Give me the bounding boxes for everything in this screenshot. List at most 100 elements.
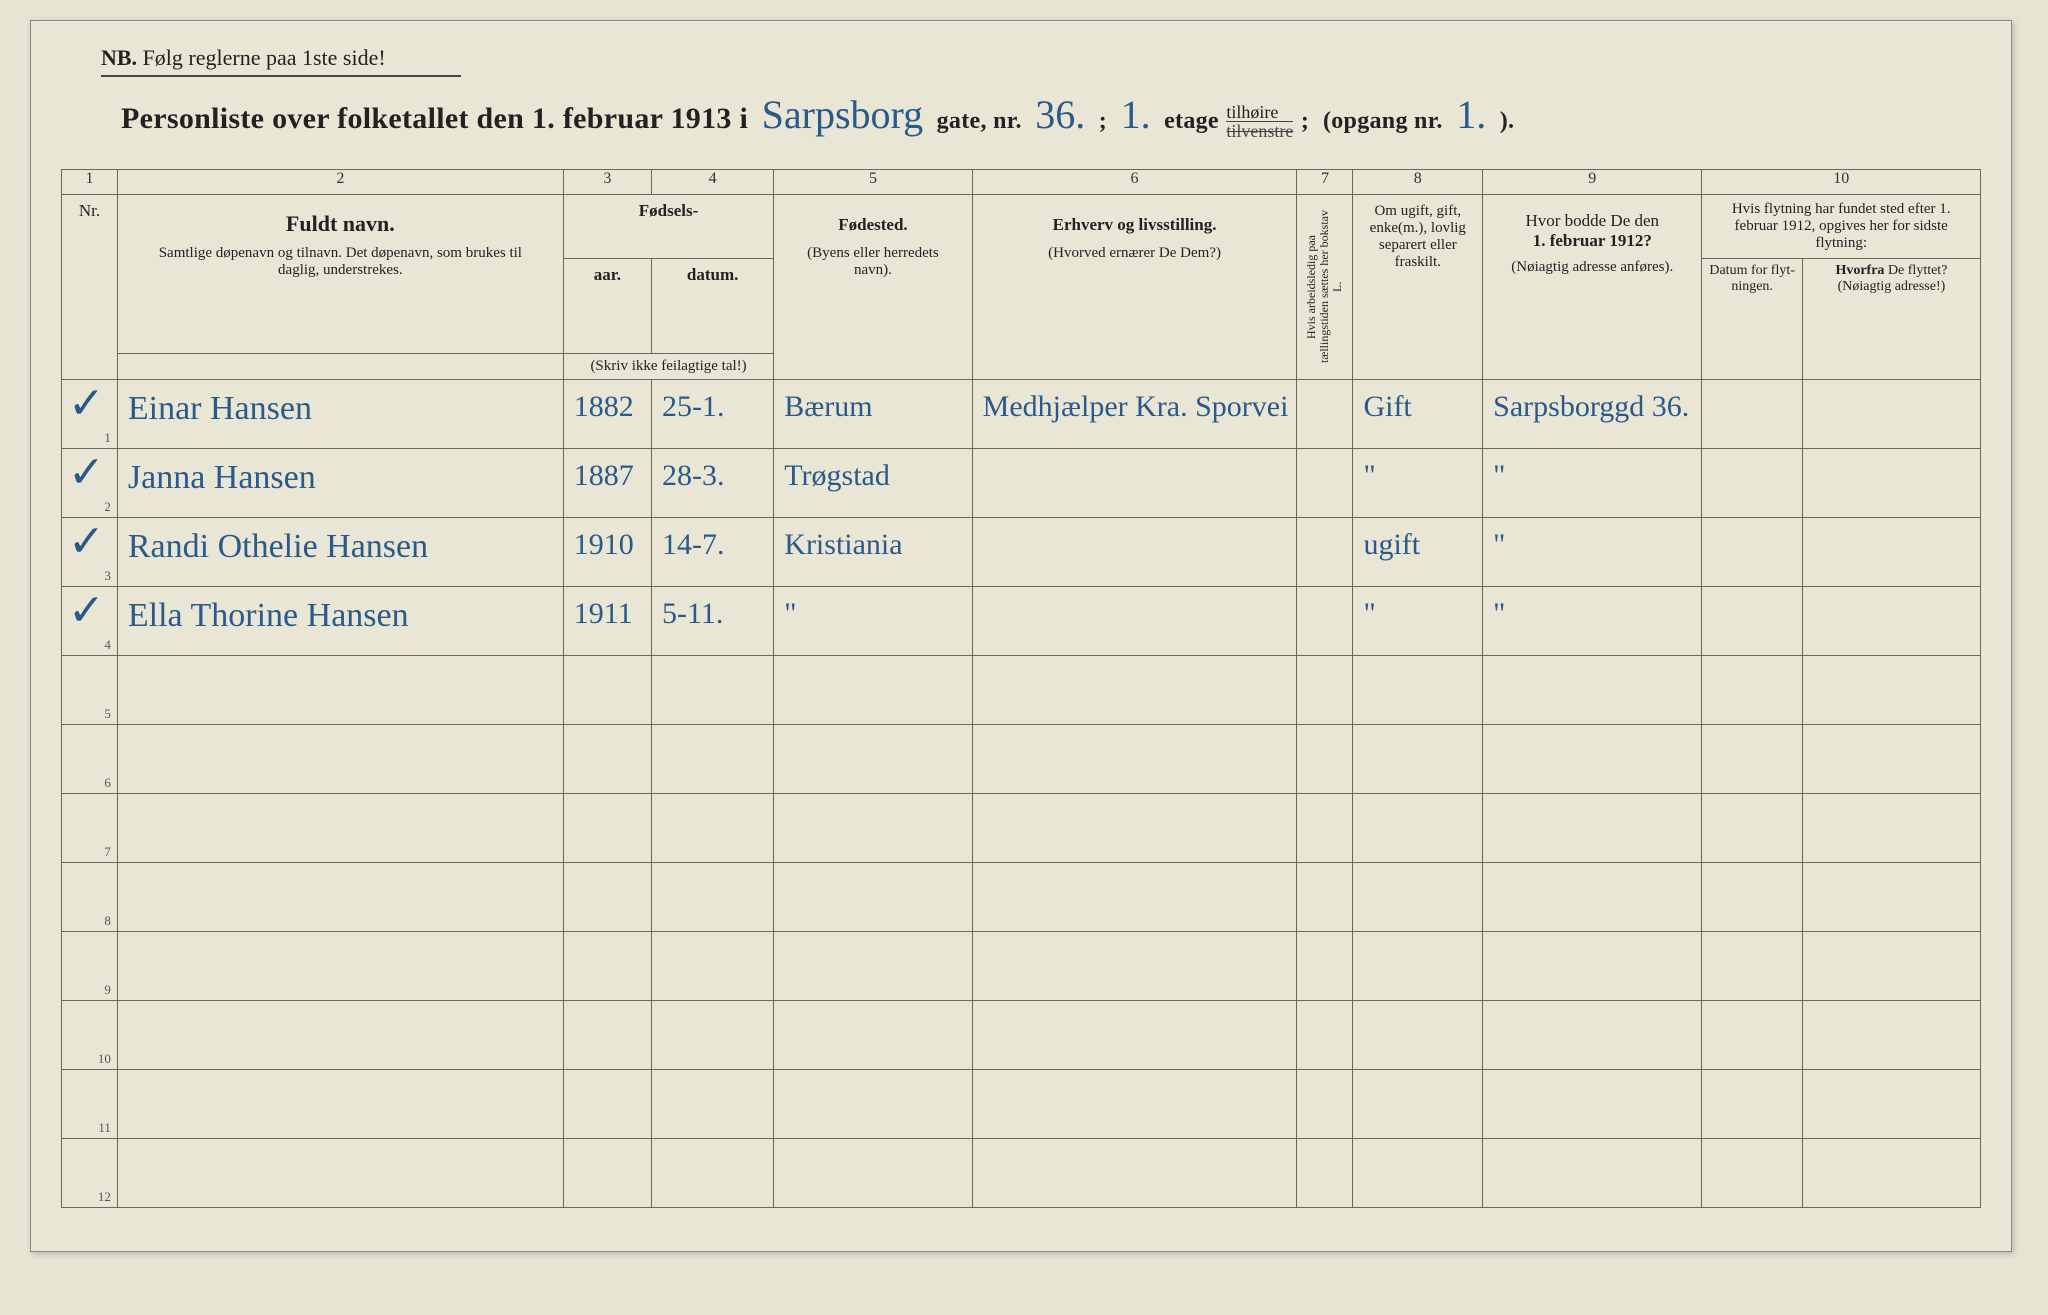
cell-sted: [774, 932, 972, 1001]
cell-civil: Gift: [1353, 380, 1483, 449]
cell-nr: ✓1: [62, 380, 118, 449]
cell-datum: [652, 932, 774, 1001]
cell-civil: [1353, 932, 1483, 1001]
data-rows: ✓1Einar Hansen188225-1.BærumMedhjælper K…: [62, 380, 1981, 1208]
head-col7: Hvis arbeidsledig paa tællingstiden sætt…: [1297, 195, 1353, 380]
cell-bodde: ": [1483, 587, 1702, 656]
cell-flyt-from: [1802, 794, 1980, 863]
head-flyt-a: Datum for flyt-ningen.: [1702, 259, 1803, 380]
head-fods-note: (Skriv ikke feilagtige tal!): [563, 354, 773, 380]
head-fodested-title: Fødested.: [780, 201, 965, 235]
head-fodsels: Fødsels-: [563, 195, 773, 259]
cell-datum: [652, 725, 774, 794]
colnum-7: 7: [1297, 170, 1353, 195]
colnum-9: 9: [1483, 170, 1702, 195]
cell-sted: [774, 656, 972, 725]
cell-aar: [563, 794, 651, 863]
colnum-8: 8: [1353, 170, 1483, 195]
cell-sted: [774, 863, 972, 932]
cell-erhverv: [972, 725, 1297, 794]
cell-erhverv: [972, 1070, 1297, 1139]
cell-flyt-from: [1802, 725, 1980, 794]
row-number: 5: [104, 706, 111, 722]
row-number: 4: [104, 637, 111, 653]
cell-bodde: [1483, 794, 1702, 863]
cell-flyt-date: [1702, 1070, 1803, 1139]
table-row: 12: [62, 1139, 1981, 1208]
cell-bodde: ": [1483, 449, 1702, 518]
cell-civil: ugift: [1353, 518, 1483, 587]
header-gate-nr: 36.: [1029, 92, 1091, 137]
cell-nr: 8: [62, 863, 118, 932]
colnum-5: 5: [774, 170, 972, 195]
cell-bodde: [1483, 1001, 1702, 1070]
cell-aar: [563, 725, 651, 794]
cell-flyt-from: [1802, 656, 1980, 725]
row-number: 12: [98, 1189, 111, 1205]
head-navn-sub: Samtlige døpenavn og tilnavn. Det døpena…: [124, 237, 557, 285]
cell-datum: [652, 656, 774, 725]
cell-civil: ": [1353, 587, 1483, 656]
cell-datum: 14-7.: [652, 518, 774, 587]
cell-nr: 10: [62, 1001, 118, 1070]
header-street: Sarpsborg: [756, 92, 929, 137]
cell-bodde: [1483, 1070, 1702, 1139]
header-etage-label: etage: [1164, 108, 1219, 134]
checkmark-icon: ✓: [68, 516, 105, 567]
cell-erhverv: [972, 587, 1297, 656]
cell-navn: [117, 1001, 563, 1070]
cell-col7: [1297, 656, 1353, 725]
cell-col7: [1297, 1070, 1353, 1139]
cell-civil: [1353, 1001, 1483, 1070]
header-lead: Personliste over folketallet den 1. febr…: [121, 102, 748, 135]
cell-navn: Randi Othelie Hansen: [117, 518, 563, 587]
row-number: 6: [104, 775, 111, 791]
colnum-6: 6: [972, 170, 1297, 195]
cell-sted: [774, 1070, 972, 1139]
cell-navn: [117, 1139, 563, 1208]
cell-flyt-from: [1802, 863, 1980, 932]
cell-nr: ✓4: [62, 587, 118, 656]
cell-navn: [117, 794, 563, 863]
cell-col7: [1297, 725, 1353, 794]
cell-flyt-date: [1702, 1001, 1803, 1070]
cell-sted: ": [774, 587, 972, 656]
cell-flyt-from: [1802, 1001, 1980, 1070]
head-flyt-b: Hvorfra De flyttet?(Nøiagtig adresse!): [1802, 259, 1980, 380]
table-row: 8: [62, 863, 1981, 932]
cell-navn: Einar Hansen: [117, 380, 563, 449]
head-aar: aar.: [563, 259, 651, 354]
cell-civil: [1353, 794, 1483, 863]
cell-flyt-date: [1702, 1139, 1803, 1208]
cell-datum: [652, 794, 774, 863]
cell-nr: 11: [62, 1070, 118, 1139]
cell-erhverv: [972, 1001, 1297, 1070]
cell-aar: [563, 1001, 651, 1070]
head-civil: Om ugift, gift, enke(m.), lovlig separer…: [1353, 195, 1483, 380]
cell-erhverv: [972, 1139, 1297, 1208]
header-opgang-label: (opgang nr.: [1323, 108, 1443, 134]
cell-flyt-from: [1802, 1139, 1980, 1208]
cell-civil: [1353, 725, 1483, 794]
cell-col7: [1297, 1139, 1353, 1208]
head-fodested: Fødested. (Byens eller herredets navn).: [774, 195, 972, 380]
cell-flyt-date: [1702, 380, 1803, 449]
cell-erhverv: [972, 518, 1297, 587]
table-row: 6: [62, 725, 1981, 794]
cell-nr: 12: [62, 1139, 118, 1208]
colnum-2: 2: [117, 170, 563, 195]
cell-flyt-from: [1802, 932, 1980, 1001]
header-semicolon: ;: [1099, 108, 1107, 134]
cell-nr: ✓2: [62, 449, 118, 518]
cell-sted: [774, 1001, 972, 1070]
table-row: 9: [62, 932, 1981, 1001]
cell-sted: [774, 1139, 972, 1208]
cell-navn: [117, 725, 563, 794]
cell-erhverv: [972, 932, 1297, 1001]
cell-aar: 1911: [563, 587, 651, 656]
cell-sted: Kristiania: [774, 518, 972, 587]
nb-text: Følg reglerne paa 1ste side!: [143, 45, 386, 70]
cell-civil: ": [1353, 449, 1483, 518]
head-navn-blank: [117, 354, 563, 380]
cell-flyt-from: [1802, 1070, 1980, 1139]
